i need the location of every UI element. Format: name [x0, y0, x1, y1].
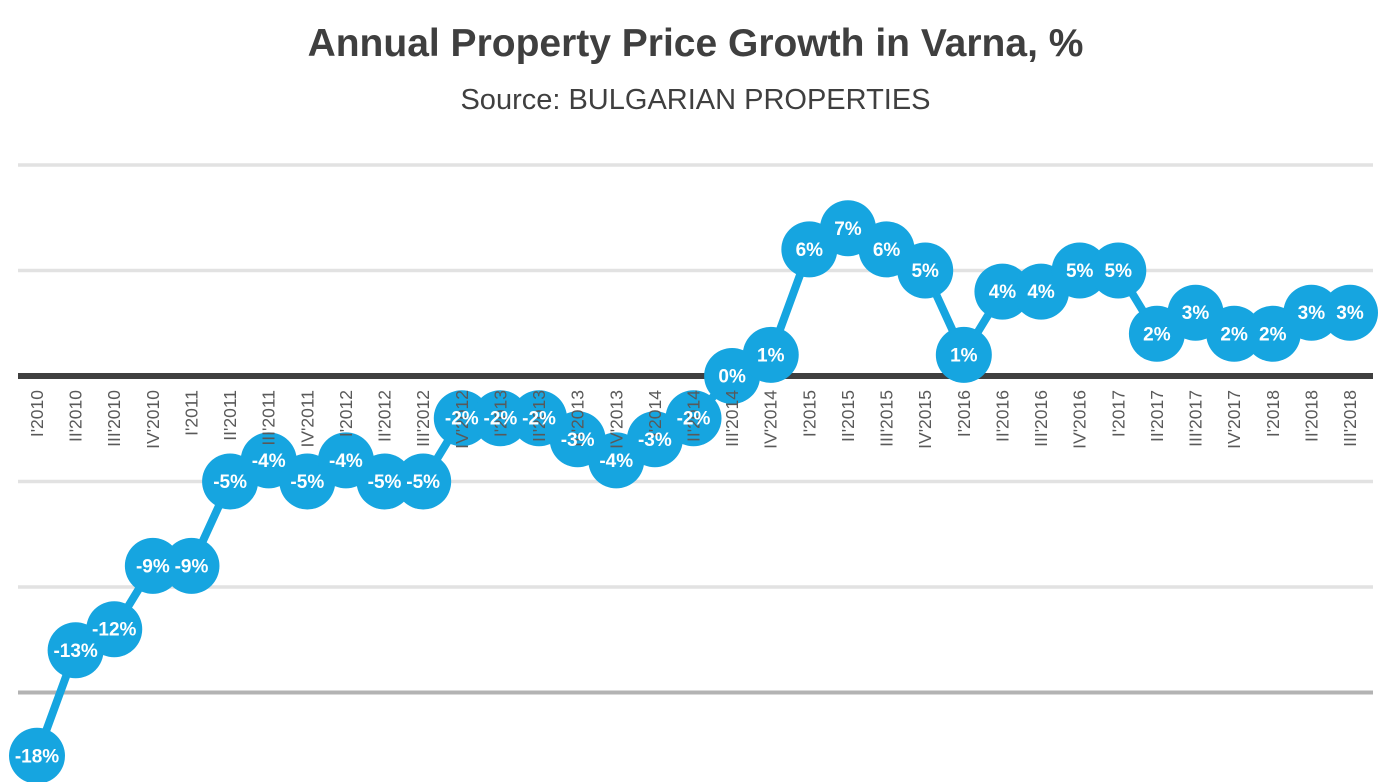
data-point-marker [163, 537, 220, 594]
x-axis-tick-label: IV'2012 [452, 390, 472, 449]
x-axis-tick-label: II'2010 [66, 390, 86, 442]
x-axis-tick-label: I'2013 [490, 390, 510, 437]
x-axis-tick-label: I'2012 [336, 390, 356, 437]
data-point-marker [1090, 242, 1147, 299]
data-point-label: 2% [1220, 324, 1248, 345]
data-point-label: -2% [677, 409, 711, 430]
data-point-label: -5% [290, 472, 324, 493]
x-axis-tick-label: IV'2014 [761, 390, 781, 449]
x-axis-tick-label: I'2018 [1263, 390, 1283, 437]
data-point-marker [472, 390, 529, 447]
data-point-label: 1% [757, 345, 785, 366]
x-axis-tick-label: IV'2011 [297, 390, 317, 448]
data-point-marker [1051, 242, 1108, 299]
data-point-label: 5% [1105, 261, 1133, 282]
data-point-label: 5% [1066, 261, 1094, 282]
data-point-marker [9, 727, 65, 782]
data-point-marker [395, 453, 452, 510]
data-point-label: -3% [638, 430, 672, 451]
data-point-label: -2% [522, 409, 556, 430]
x-axis-tick-label: III'2013 [568, 390, 588, 447]
x-axis-tick-label: II'2012 [375, 390, 395, 442]
x-axis-tick-label: I'2015 [799, 390, 819, 437]
x-axis-tick-label: III'2014 [722, 390, 742, 447]
x-axis-tick-label: III'2016 [1031, 390, 1051, 447]
data-point-label: 6% [796, 240, 824, 261]
data-point-marker [1322, 284, 1378, 341]
data-point-marker [433, 390, 490, 447]
data-point-label: 2% [1259, 324, 1287, 345]
x-axis-tick-label: I'2010 [27, 390, 47, 437]
x-axis-tick-label: I'2016 [954, 390, 974, 437]
x-axis-tick-label: III'2017 [1186, 390, 1206, 447]
x-axis-tick-label: III'2011 [259, 390, 279, 446]
x-axis-tick-label: III'2018 [1340, 390, 1360, 447]
data-point-label: 1% [950, 345, 978, 366]
x-axis-tick-label: IV'2015 [915, 390, 935, 449]
x-axis-tick-label: III'2012 [413, 390, 433, 447]
x-axis-tick-label: II'2013 [529, 390, 549, 442]
data-point-label: -2% [484, 409, 518, 430]
x-axis-tick-label: I'2011 [181, 390, 201, 436]
data-point-label: 6% [873, 240, 901, 261]
x-axis-tick-label: IV'2010 [143, 390, 163, 449]
data-point-label: -4% [329, 451, 363, 472]
data-point-label: -12% [92, 620, 136, 641]
x-axis-tick-label: III'2010 [104, 390, 124, 447]
x-axis-tick-label: IV'2017 [1224, 390, 1244, 449]
data-point-label: -5% [368, 472, 402, 493]
data-point-marker [86, 601, 143, 658]
data-point-marker [356, 453, 413, 510]
x-axis-tick-label: II'2016 [992, 390, 1012, 442]
x-axis-tick-label: II'2018 [1301, 390, 1321, 442]
data-point-label: 7% [834, 219, 862, 240]
data-point-label: -13% [53, 641, 97, 662]
data-point-label: -4% [599, 451, 633, 472]
data-point-marker [1283, 284, 1340, 341]
data-point-label: 3% [1336, 303, 1364, 324]
data-point-marker [897, 242, 954, 299]
x-axis-tick-label: II'2017 [1147, 390, 1167, 442]
data-point-label: -4% [252, 451, 286, 472]
data-point-label: 0% [718, 367, 746, 388]
x-axis-tick-label: I'2014 [645, 390, 665, 437]
data-point-label: 3% [1298, 303, 1326, 324]
data-point-label: -5% [406, 472, 440, 493]
data-point-label: 4% [989, 282, 1017, 303]
data-point-label: -18% [15, 746, 59, 767]
data-point-label: -5% [213, 472, 247, 493]
data-point-label: -3% [561, 430, 595, 451]
data-point-label: 5% [911, 261, 939, 282]
x-axis-tick-label: IV'2013 [606, 390, 626, 449]
data-point-marker [124, 537, 181, 594]
x-axis-tick-label: III'2015 [877, 390, 897, 447]
x-axis-tick-label: IV'2016 [1070, 390, 1090, 449]
data-point-label: 3% [1182, 303, 1210, 324]
data-point-label: -9% [175, 556, 209, 577]
chart-title: Annual Property Price Growth in Varna, % [307, 22, 1084, 65]
data-point-label: -2% [445, 409, 479, 430]
data-point-marker [935, 326, 992, 383]
data-point-marker [742, 326, 799, 383]
data-point-label: 2% [1143, 324, 1171, 345]
data-point-marker [974, 263, 1031, 320]
data-point-label: -9% [136, 556, 170, 577]
x-axis-tick-label: II'2011 [220, 390, 240, 441]
data-point-label: 4% [1027, 282, 1055, 303]
chart-subtitle: Source: BULGARIAN PROPERTIES [460, 84, 931, 116]
x-axis-tick-label: II'2014 [684, 390, 704, 442]
data-point-marker [665, 390, 722, 447]
x-axis-tick-label: I'2017 [1108, 390, 1128, 437]
x-axis-tick-label: II'2015 [838, 390, 858, 442]
data-point-marker [1206, 305, 1263, 362]
